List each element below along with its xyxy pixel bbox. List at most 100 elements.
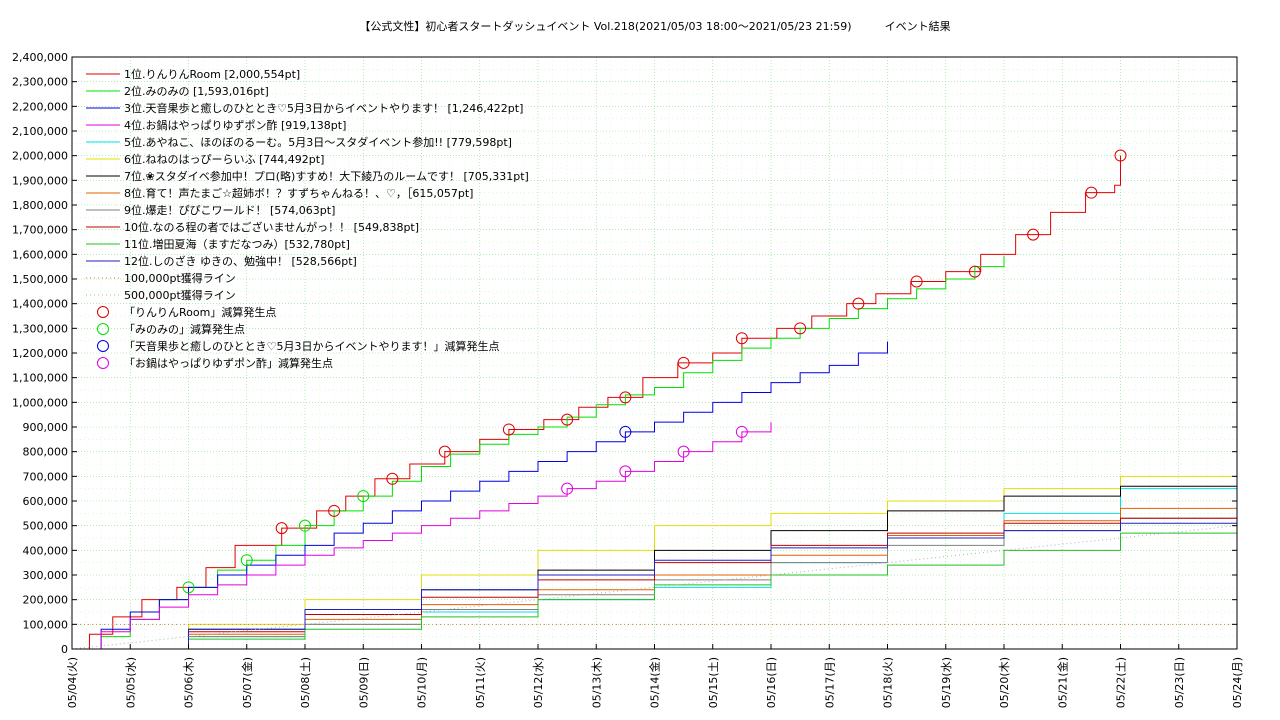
x-tick-label: 05/05(水): [124, 657, 137, 708]
legend-label-8: 8位.育て！声たまご☆超姉ボ！？すずちゃんねる！、♡，［615,057pt]: [124, 186, 473, 200]
legend-marker-3: [97, 340, 109, 352]
x-tick-label: 05/13(木): [590, 657, 603, 708]
x-tick-label: 05/10(月): [416, 657, 429, 708]
marker-circle-1: [502, 423, 515, 436]
legend-marker-4: [97, 357, 109, 369]
legend-label-3: 3位.天音果歩と癒しのひととき♡5月3日からイベントやります！ [1,246,4…: [124, 101, 523, 115]
legend-label-2: 2位.みのみの [1,593,016pt]: [124, 84, 269, 98]
marker-circle-2: [299, 519, 311, 532]
marker-circle-4: [619, 465, 632, 478]
y-tick-label: 1,900,000: [12, 174, 68, 187]
series-line-14: [71, 525, 1238, 650]
x-tick-label: 05/06(木): [183, 657, 196, 708]
y-tick-label: 600,000: [23, 495, 69, 508]
y-tick-label: 1,500,000: [12, 273, 68, 286]
marker-circle-1: [1085, 186, 1098, 199]
legend-label-14: 500,000pt獲得ライン: [124, 289, 236, 302]
y-tick-label: 1,200,000: [12, 347, 68, 360]
y-tick-label: 700,000: [23, 470, 69, 483]
y-tick-label: 2,200,000: [12, 100, 68, 113]
y-tick-label: 1,100,000: [12, 372, 68, 385]
y-tick-label: 500,000: [23, 520, 69, 533]
y-tick-label: 900,000: [23, 421, 69, 434]
legend-label-7: 7位.❀スタダイベ参加中！プロ(略)すすめ！大下綾乃のルームです！ [705,3…: [124, 169, 529, 183]
y-tick-label: 200,000: [23, 594, 69, 607]
y-tick-label: 1,000,000: [12, 396, 68, 409]
x-tick-label: 05/07(金): [240, 657, 254, 708]
marker-layer: [182, 149, 1127, 594]
x-tick-label: 05/15(土): [707, 657, 720, 708]
y-tick-label: 2,400,000: [12, 51, 68, 64]
marker-circle-1: [438, 445, 451, 458]
legend: 1位.りんりんRoom [2,000,554pt] 2位.みのみの [1,593,…: [86, 67, 529, 370]
marker-circle-1: [561, 413, 574, 426]
y-tick-label: 2,300,000: [12, 76, 68, 89]
marker-circle-2: [182, 581, 195, 594]
y-tick-label: 2,000,000: [12, 150, 68, 163]
y-tick-label: 1,600,000: [12, 248, 68, 261]
legend-marker-label-1: 「りんりんRoom」減算発生点: [124, 305, 276, 319]
x-tick-label: 05/20(木): [998, 657, 1011, 708]
legend-label-12: 12位.しのざき ゆきの、勉強中！ [528,566pt]: [124, 254, 357, 268]
y-tick-label: 100,000: [23, 618, 69, 631]
legend-label-13: 100,000pt獲得ライン: [124, 272, 236, 285]
series-line-2: [72, 256, 1005, 650]
series-line-4: [72, 422, 772, 650]
legend-marker-label-4: 「お鍋はやっぱりゆずポン酢」減算発生点: [124, 356, 333, 370]
x-tick-label: 05/08(土): [299, 657, 312, 708]
series-line-11: [72, 517, 1238, 650]
chart-title: 【公式文性】初心者スタートダッシュイベント Vol.218(2021/05/03…: [359, 19, 950, 33]
x-tick-label: 05/24(月): [1231, 657, 1244, 708]
marker-circle-1: [328, 504, 341, 517]
x-tick-label: 05/18(火): [882, 657, 895, 708]
x-tick-label: 05/12(水): [532, 657, 545, 708]
y-tick-label: 400,000: [23, 544, 69, 557]
legend-label-6: 6位.ねねのはっぴーらいふ [744,492pt]: [124, 152, 324, 166]
y-tick-label: 2,100,000: [12, 125, 68, 138]
x-tick-label: 05/09(日): [357, 657, 370, 708]
legend-label-10: 10位.なのる程の者ではございませんがっ！！ [549,838pt]: [124, 220, 419, 234]
marker-circle-1: [619, 391, 632, 404]
x-tick-label: 05/11(火): [474, 657, 487, 708]
marker-circle-1: [735, 332, 748, 345]
marker-circle-4: [735, 425, 748, 438]
legend-label-4: 4位.お鍋はやっぱりゆずポン酢 [919,138pt]: [124, 118, 346, 132]
series-line-3: [72, 341, 888, 650]
series-line-12: [72, 518, 1238, 650]
x-tick-label: 05/04(火): [66, 657, 79, 708]
y-tick-label: 0: [61, 643, 68, 656]
marker-circle-3: [619, 425, 632, 438]
marker-circle-1: [794, 322, 807, 335]
marker-circle-1: [852, 297, 865, 310]
marker-circle-1: [1114, 149, 1127, 162]
legend-label-5: 5位.あやねこ、ほのぼのるーむ。5月3日〜スタダイベント参加!! [779,59…: [124, 135, 512, 149]
y-tick-label: 1,700,000: [12, 224, 68, 237]
y-tick-label: 1,400,000: [12, 298, 68, 311]
x-tick-label: 05/23(日): [1173, 657, 1186, 708]
marker-circle-1: [968, 265, 981, 278]
y-tick-label: 1,300,000: [12, 322, 68, 335]
legend-marker-label-2: 「みのみの」減算発生点: [124, 322, 245, 336]
grid: [72, 57, 1237, 649]
x-tick-label: 05/17(月): [823, 657, 836, 708]
legend-label-9: 9位.爆走！ぴぴこワールド！ [574,063pt]: [124, 203, 335, 217]
marker-circle-1: [275, 522, 288, 535]
legend-label-1: 1位.りんりんRoom [2,000,554pt]: [124, 67, 300, 81]
legend-marker-2: [97, 323, 109, 335]
x-axis: 05/04(火) 05/05(水) 05/06(木) 05/07(金) 05/08(土)…: [66, 644, 1244, 708]
marker-circle-2: [357, 490, 370, 503]
legend-marker-1: [97, 306, 109, 318]
y-tick-label: 300,000: [23, 569, 69, 582]
x-tick-label: 05/22(土): [1115, 657, 1128, 708]
y-tick-label: 800,000: [23, 446, 69, 459]
y-tick-label: 1,800,000: [12, 199, 68, 212]
marker-circle-1: [910, 275, 923, 288]
marker-circle-1: [677, 356, 690, 369]
x-tick-label: 05/21(金): [1055, 657, 1069, 708]
legend-label-11: 11位.増田夏海（ますだなつみ）[532,780pt]: [124, 237, 350, 251]
legend-marker-label-3: 「天音果歩と癒しのひととき♡5月3日からイベントやります！」減算発生点: [124, 339, 500, 353]
y-axis: 0 100,000 200,000 300,000 400,000 500,000 600,…: [12, 51, 1237, 656]
x-tick-label: 05/19(水): [940, 657, 953, 708]
x-tick-label: 05/16(日): [765, 657, 778, 708]
